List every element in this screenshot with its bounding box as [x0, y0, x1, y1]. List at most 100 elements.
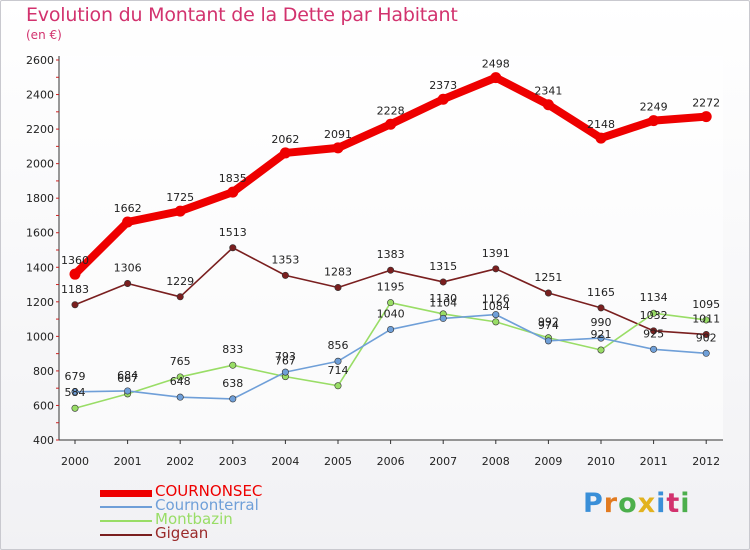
data-label: 925	[643, 327, 664, 340]
data-point	[334, 382, 342, 390]
data-point	[71, 404, 79, 412]
legend-swatch	[100, 490, 152, 497]
logo-letter: P	[583, 488, 604, 519]
legend-label: Montbazin	[155, 510, 233, 528]
legend-item: Montbazin	[100, 510, 360, 528]
data-point	[439, 278, 447, 286]
data-label: 1353	[271, 253, 299, 266]
data-label: 1251	[534, 271, 562, 284]
data-label: 1104	[429, 296, 457, 309]
data-label: 1360	[61, 254, 89, 267]
y-tick-label: 1400	[26, 261, 54, 274]
data-label: 667	[117, 372, 138, 385]
legend: COURNONSEC Cournonterral Montbazin Gigean	[100, 482, 360, 542]
data-point	[648, 115, 660, 127]
data-point	[595, 132, 607, 144]
chart-subtitle: (en €)	[26, 28, 62, 42]
data-label: 1126	[482, 293, 510, 306]
data-point	[492, 311, 500, 319]
data-point	[702, 316, 710, 324]
x-tick-label: 2008	[482, 455, 510, 468]
data-label: 1306	[114, 262, 142, 275]
data-point	[281, 271, 289, 279]
data-point	[124, 280, 132, 288]
data-label: 2373	[429, 79, 457, 92]
data-label: 638	[222, 377, 243, 390]
x-tick-label: 2005	[324, 455, 352, 468]
data-point	[332, 142, 344, 154]
legend-label: Gigean	[155, 524, 209, 542]
y-tick-label: 2400	[26, 89, 54, 102]
data-label: 1315	[429, 260, 457, 273]
data-point	[174, 205, 186, 217]
data-label: 2062	[271, 133, 299, 146]
data-label: 1183	[61, 283, 89, 296]
logo-letter: x	[637, 488, 657, 519]
data-point	[334, 357, 342, 365]
data-label: 1513	[219, 226, 247, 239]
data-point	[176, 393, 184, 401]
data-label: 1195	[377, 281, 405, 294]
data-point	[650, 309, 658, 317]
data-label: 1391	[482, 247, 510, 260]
data-label: 990	[591, 316, 612, 329]
x-tick-label: 2000	[61, 455, 89, 468]
y-tick-label: 1600	[26, 227, 54, 240]
data-label: 767	[275, 355, 296, 368]
x-tick-label: 2002	[166, 455, 194, 468]
data-label: 679	[65, 370, 86, 383]
proxiti-logo: Proxiti	[583, 488, 691, 519]
legend-label: COURNONSEC	[155, 482, 263, 500]
data-label: 856	[328, 339, 349, 352]
logo-letter: i	[680, 488, 691, 519]
y-tick-label: 1000	[26, 330, 54, 343]
legend-swatch	[100, 506, 152, 508]
data-point	[71, 388, 79, 396]
x-tick-label: 2006	[377, 455, 405, 468]
data-label: 2091	[324, 128, 352, 141]
data-label: 1383	[377, 248, 405, 261]
data-point	[544, 337, 552, 345]
data-point	[387, 266, 395, 274]
logo-letter: o	[618, 488, 638, 519]
data-label: 2272	[692, 97, 720, 110]
data-label: 584	[65, 386, 86, 399]
data-label: 1662	[114, 202, 142, 215]
x-tick-label: 2003	[219, 455, 247, 468]
data-point	[229, 244, 237, 252]
data-point	[492, 318, 500, 326]
legend-item: Cournonterral	[100, 496, 360, 514]
data-point	[702, 330, 710, 338]
y-tick-label: 400	[33, 434, 54, 447]
data-label: 1134	[640, 291, 668, 304]
data-point	[176, 293, 184, 301]
data-label: 1095	[692, 298, 720, 311]
data-point	[385, 118, 397, 130]
data-point	[597, 334, 605, 342]
data-label: 1725	[166, 191, 194, 204]
data-label: 833	[222, 343, 243, 356]
x-tick-label: 2010	[587, 455, 615, 468]
data-point	[542, 99, 554, 111]
x-tick-label: 2004	[271, 455, 299, 468]
data-point	[229, 395, 237, 403]
data-point	[702, 349, 710, 357]
data-point	[281, 368, 289, 376]
data-point	[334, 283, 342, 291]
data-label: 714	[328, 364, 349, 377]
data-point	[229, 361, 237, 369]
y-tick-label: 1800	[26, 192, 54, 205]
data-point	[279, 147, 291, 159]
data-label: 1130	[429, 292, 457, 305]
legend-item: Gigean	[100, 524, 360, 542]
legend-item: COURNONSEC	[100, 482, 360, 500]
data-point	[597, 346, 605, 354]
legend-label: Cournonterral	[155, 496, 259, 514]
data-label: 974	[538, 319, 559, 332]
data-label: 684	[117, 369, 138, 382]
data-label: 1032	[640, 309, 668, 322]
x-tick-label: 2007	[429, 455, 457, 468]
y-tick-label: 2600	[26, 54, 54, 67]
data-point	[650, 327, 658, 335]
data-label: 2148	[587, 118, 615, 131]
